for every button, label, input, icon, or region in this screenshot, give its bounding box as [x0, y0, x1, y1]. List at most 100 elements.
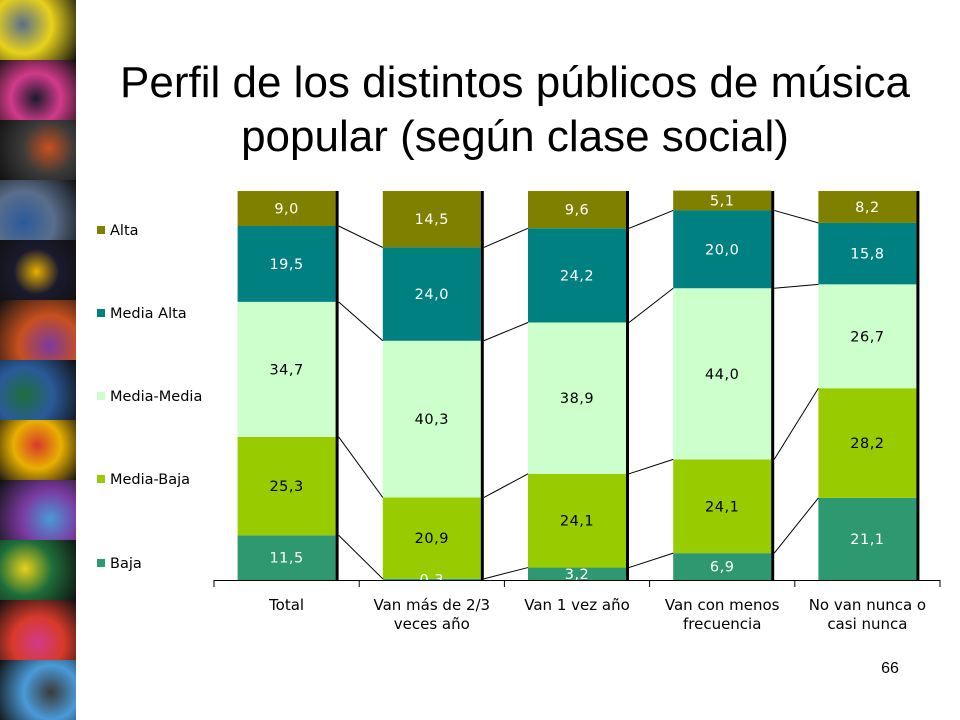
legend-label: Baja [110, 556, 142, 572]
legend-swatch [97, 475, 105, 483]
series-line [774, 209, 819, 224]
series-line [628, 458, 674, 475]
bar-segment-media-baja [818, 388, 917, 498]
photo-tile [0, 540, 76, 601]
data-label: 20,9 [415, 531, 449, 547]
category-label: Total [268, 596, 304, 614]
category-label: Van 1 vez año [524, 596, 630, 614]
photo-tile [0, 300, 76, 361]
series-line [483, 567, 529, 580]
category-label: Van con menos [665, 596, 780, 614]
bar-segment-alta [818, 191, 917, 223]
legend-label: Media-Media [110, 389, 202, 405]
data-label: 38,9 [560, 391, 594, 407]
bar-segment-alta [673, 190, 772, 211]
photo-tile [0, 600, 76, 661]
category-label: frecuencia [683, 615, 761, 633]
photo-tile [0, 480, 76, 541]
series-line [483, 473, 529, 498]
data-label: 44,0 [705, 367, 739, 383]
series-line [338, 225, 384, 248]
bar-segment-baja [528, 567, 626, 580]
data-label: 6,9 [710, 560, 735, 576]
bar-segment-baja [382, 578, 481, 580]
category-label: Van más de 2/3 [373, 596, 490, 614]
bar-segment-media-alta [528, 228, 626, 323]
photo-tile [0, 660, 76, 720]
bar-segment-alta [382, 191, 481, 248]
data-label: 21,1 [850, 532, 884, 548]
data-label: 34,7 [269, 362, 303, 378]
bar-segment-media-alta [673, 210, 772, 289]
bar-segment-media-media [237, 301, 336, 437]
bar-edge [626, 191, 629, 580]
series-line [628, 552, 674, 569]
bar-segment-baja [237, 535, 336, 580]
data-label: 19,5 [269, 257, 303, 273]
data-label: 24,0 [415, 287, 449, 303]
bar-segment-media-media [818, 284, 917, 389]
slide-title-line-2: popular (según clase social) [241, 112, 789, 161]
bar-segment-media-media [528, 322, 626, 474]
bar-segment-media-baja [528, 473, 626, 568]
data-label: 3,2 [565, 567, 590, 583]
photo-tile [0, 360, 76, 421]
category-label: No van nunca o [809, 596, 926, 614]
data-label: 9,0 [274, 202, 299, 218]
data-label: 25,3 [269, 479, 303, 495]
data-label: 24,1 [705, 499, 739, 515]
bar-segment-media-alta [818, 222, 917, 285]
series-line [483, 322, 529, 342]
data-label: 8,2 [855, 200, 880, 216]
legend-label: Media Alta [110, 306, 187, 322]
bar-segment-media-baja [237, 436, 336, 536]
photo-tile [0, 120, 76, 181]
bar-edge [916, 191, 920, 580]
data-label: 9,6 [565, 203, 590, 219]
series-line [773, 387, 819, 460]
slide-number: 66 [881, 660, 899, 677]
bar-edge [771, 191, 775, 580]
photo-tile [0, 60, 76, 121]
bar-edge [335, 191, 339, 580]
data-label: 11,5 [269, 551, 303, 567]
bar-segment-baja [818, 497, 917, 580]
series-line [338, 301, 384, 342]
data-label: 28,2 [850, 436, 884, 452]
bar-segment-media-alta [382, 247, 481, 341]
data-label: 40,3 [415, 412, 449, 428]
photo-tile [0, 180, 76, 241]
series-line [774, 283, 819, 289]
photo-tile [0, 240, 76, 301]
decorative-photo-strip [0, 0, 76, 720]
legend-label: Media-Baja [110, 472, 190, 488]
series-line [628, 287, 674, 323]
bar-segment-alta [237, 191, 336, 227]
category-label: veces año [394, 615, 470, 633]
photo-tile [0, 420, 76, 481]
legend-swatch [97, 226, 105, 234]
legend-swatch [97, 559, 105, 567]
photo-tile [0, 0, 76, 61]
bar-segment-media-baja [382, 497, 481, 579]
data-label: 24,2 [560, 268, 594, 284]
legend-label: Alta [110, 223, 139, 239]
legend-swatch [97, 309, 105, 317]
series-line [338, 436, 384, 498]
bar-segment-media-alta [237, 226, 336, 302]
data-label: 14,5 [415, 212, 449, 228]
series-line [338, 534, 384, 580]
bar-segment-media-media [382, 340, 481, 498]
data-label: 20,0 [705, 242, 739, 258]
series-line [628, 209, 674, 229]
series-line [483, 227, 529, 248]
data-label: 24,1 [560, 514, 594, 530]
legend-swatch [97, 392, 105, 400]
bar-segment-alta [528, 191, 626, 229]
bar-segment-media-baja [673, 459, 772, 554]
data-label: 15,8 [850, 247, 884, 263]
series-line [773, 497, 819, 554]
slide-title: Perfil de los distintos públicos de músi… [70, 56, 960, 164]
bar-segment-baja [673, 553, 772, 580]
